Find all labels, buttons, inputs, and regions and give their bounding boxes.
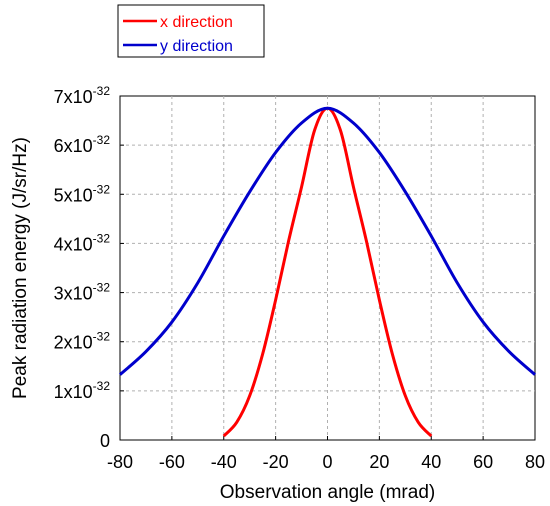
y-tick-label: 4x10-32	[54, 231, 111, 254]
x-tick-label: 60	[473, 452, 493, 472]
y-tick-label: 3x10-32	[54, 281, 111, 304]
x-tick-label: -80	[107, 452, 133, 472]
legend-label-y-direction: y direction	[160, 38, 233, 55]
x-tick-label: 40	[421, 452, 441, 472]
y-axis-ticks: 0 1x10-32 2x10-32 3x10-32 4x10-32 5x10-32 6x10…	[54, 84, 124, 451]
legend-box	[117, 4, 265, 58]
x-tick-label: -40	[211, 452, 237, 472]
x-tick-label: -20	[263, 452, 289, 472]
x-axis-ticks: -80 -60 -40 -20 0 20 40 60 80	[107, 436, 545, 472]
plot-area	[119, 95, 536, 441]
x-tick-label: 0	[322, 452, 332, 472]
x-tick-label: -60	[159, 452, 185, 472]
series-line-y-direction	[119, 106, 536, 376]
x-tick-label: 80	[525, 452, 545, 472]
y-tick-label: 1x10-32	[54, 379, 111, 402]
y-tick-label: 6x10-32	[54, 133, 111, 156]
y-tick-label: 0	[100, 431, 110, 451]
legend-label-x-direction: x direction	[160, 14, 233, 31]
x-tick-label: 20	[369, 452, 389, 472]
x-axis-label: Observation angle (mrad)	[220, 482, 435, 503]
legend: x direction y direction	[117, 4, 265, 58]
series-group	[119, 106, 536, 438]
y-axis-label: Peak radiation energy (J/sr/Hz)	[10, 137, 31, 399]
y-tick-label: 2x10-32	[54, 330, 111, 353]
y-tick-label: 7x10-32	[54, 84, 111, 107]
y-tick-label: 5x10-32	[54, 182, 111, 205]
